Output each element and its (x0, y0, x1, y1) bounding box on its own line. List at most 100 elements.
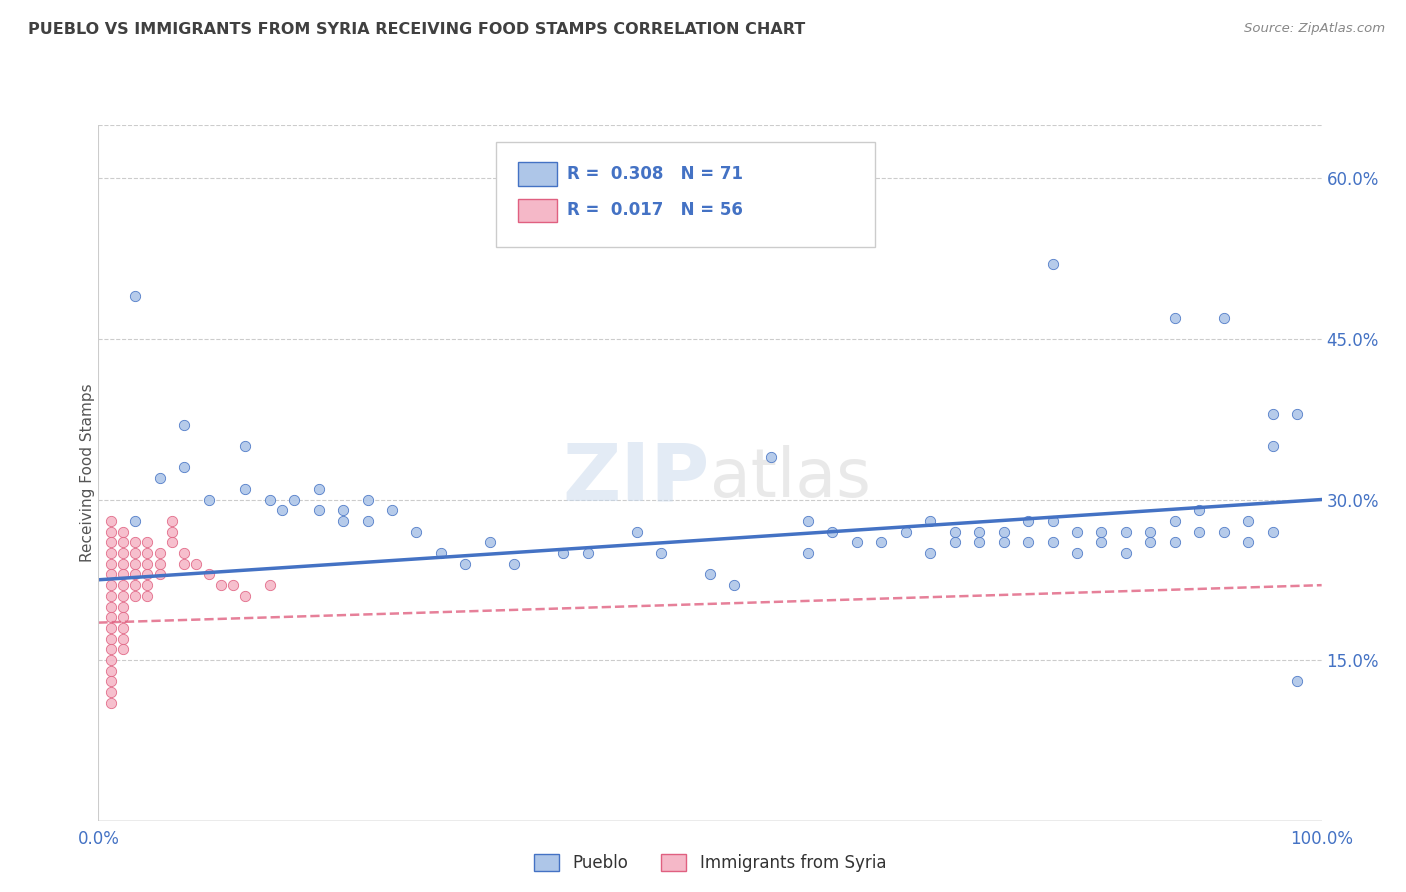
Point (1139, 535, 1161, 549)
Point (100, 610, 122, 624)
Point (1237, 535, 1260, 549)
Point (100, 674, 122, 689)
Point (699, 567, 721, 582)
Point (100, 632, 122, 646)
Point (332, 514, 354, 528)
Point (797, 514, 820, 528)
Point (100, 696, 122, 710)
Point (1188, 503, 1211, 517)
FancyBboxPatch shape (496, 142, 875, 247)
Point (1164, 535, 1187, 549)
Point (1042, 257, 1064, 271)
Point (1212, 310, 1234, 325)
Point (124, 589, 146, 603)
Point (993, 535, 1015, 549)
Text: PUEBLO VS IMMIGRANTS FROM SYRIA RECEIVING FOOD STAMPS CORRELATION CHART: PUEBLO VS IMMIGRANTS FROM SYRIA RECEIVIN… (28, 22, 806, 37)
Point (124, 546, 146, 560)
Point (100, 578, 122, 592)
Point (100, 599, 122, 614)
Point (894, 524, 917, 539)
Point (111, 524, 134, 539)
Point (1017, 535, 1039, 549)
Point (136, 546, 159, 560)
Point (100, 664, 122, 678)
Point (197, 567, 219, 582)
Text: atlas: atlas (710, 445, 870, 511)
Point (233, 482, 256, 496)
Point (173, 546, 195, 560)
Point (283, 492, 305, 507)
Point (149, 471, 172, 485)
Point (920, 546, 942, 560)
Point (943, 524, 966, 539)
Point (356, 492, 378, 507)
Point (149, 567, 172, 582)
Point (100, 557, 122, 571)
Point (845, 535, 868, 549)
Point (111, 557, 134, 571)
Point (1139, 524, 1161, 539)
Point (149, 546, 172, 560)
Point (920, 514, 942, 528)
Point (160, 514, 183, 528)
Point (100, 621, 122, 635)
Point (503, 557, 526, 571)
Point (967, 535, 990, 549)
Point (259, 492, 281, 507)
Point (149, 557, 172, 571)
Point (173, 417, 195, 432)
Point (1212, 524, 1234, 539)
FancyBboxPatch shape (517, 162, 557, 186)
Point (1042, 514, 1064, 528)
Point (111, 578, 134, 592)
Point (1237, 514, 1260, 528)
Point (100, 535, 122, 549)
Point (209, 578, 232, 592)
Point (797, 546, 820, 560)
Point (1090, 524, 1112, 539)
Point (1164, 514, 1187, 528)
Point (100, 524, 122, 539)
Point (405, 524, 427, 539)
Text: Source: ZipAtlas.com: Source: ZipAtlas.com (1244, 22, 1385, 36)
Point (111, 621, 134, 635)
Point (993, 524, 1015, 539)
Point (233, 589, 256, 603)
Point (111, 599, 134, 614)
Point (1017, 514, 1039, 528)
Point (821, 203, 844, 218)
Point (270, 503, 294, 517)
Point (259, 578, 281, 592)
Point (1090, 535, 1112, 549)
Point (308, 503, 330, 517)
Point (111, 589, 134, 603)
Point (430, 546, 453, 560)
Point (173, 460, 195, 475)
Point (136, 535, 159, 549)
Point (124, 514, 146, 528)
Point (943, 535, 966, 549)
Point (553, 546, 575, 560)
Point (454, 557, 477, 571)
Point (870, 535, 893, 549)
Point (136, 567, 159, 582)
Text: R =  0.308   N = 71: R = 0.308 N = 71 (567, 165, 742, 183)
Point (1286, 407, 1309, 421)
Point (478, 535, 501, 549)
Point (124, 557, 146, 571)
Point (111, 567, 134, 582)
Point (332, 503, 354, 517)
Point (111, 610, 134, 624)
Point (1261, 524, 1284, 539)
Point (967, 524, 990, 539)
Text: R =  0.017   N = 56: R = 0.017 N = 56 (567, 202, 742, 219)
Point (1286, 674, 1309, 689)
Point (124, 535, 146, 549)
Point (173, 557, 195, 571)
Point (100, 514, 122, 528)
Point (308, 482, 330, 496)
Point (233, 439, 256, 453)
Point (1261, 407, 1284, 421)
Point (111, 535, 134, 549)
Point (136, 589, 159, 603)
